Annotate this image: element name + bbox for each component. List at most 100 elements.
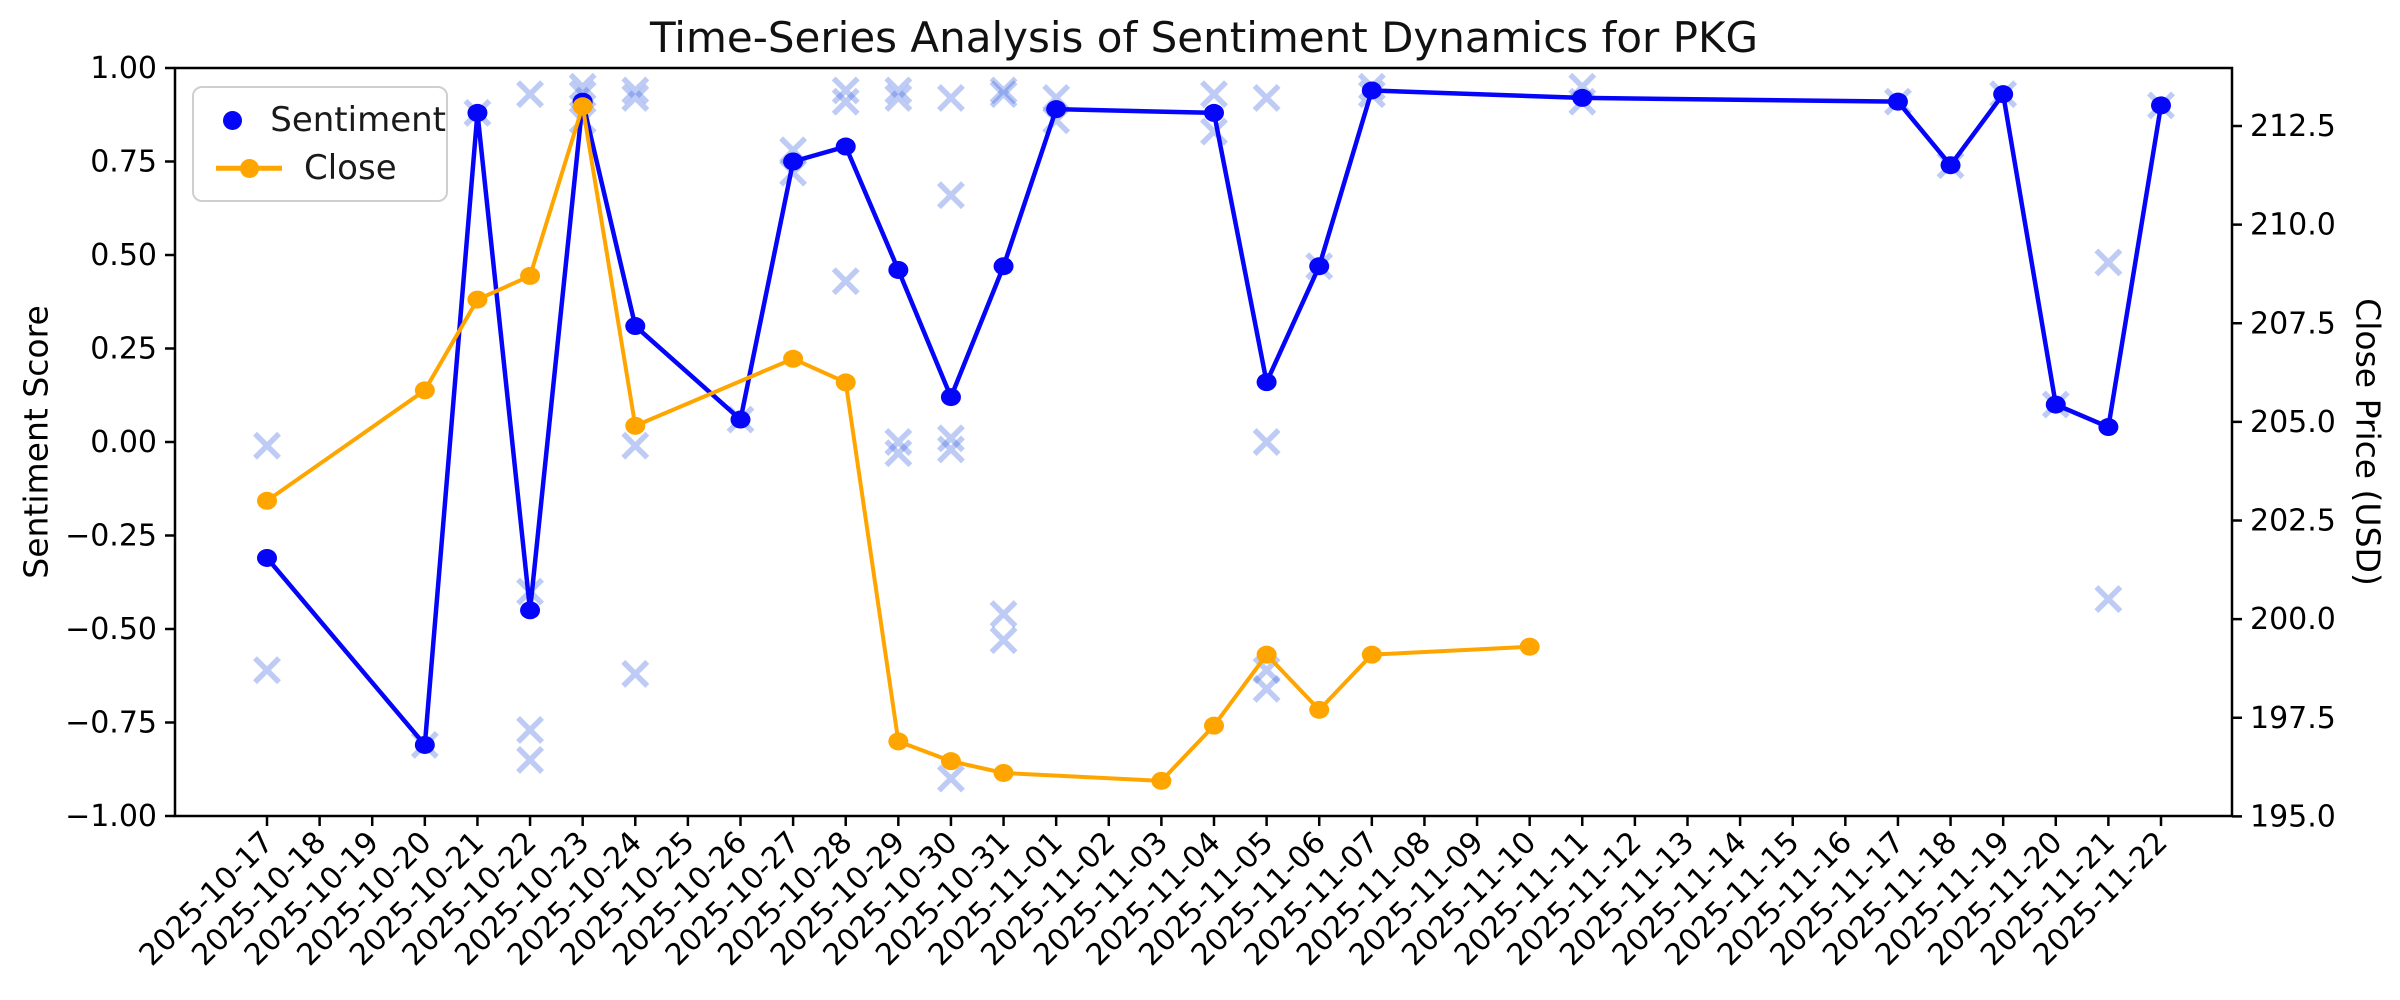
sentiment-point [1203,103,1224,122]
right-tick-label: 210.0 [2250,208,2336,243]
sentiment-point [1256,373,1277,392]
sentiment-point [1309,257,1330,276]
sentiment-marker-icon [194,110,270,130]
left-tick-label: −0.25 [65,519,157,554]
sentiment-point [520,601,541,620]
sentiment-point [1046,100,1067,119]
left-tick-label: 0.25 [90,332,157,367]
sentiment-x-marker [2094,585,2123,614]
sentiment-x-marker [989,600,1018,628]
sentiment-x-marker [936,424,965,453]
legend-label-close: Close [304,148,397,188]
close-point [1361,645,1382,664]
right-tick-label: 195.0 [2250,799,2336,834]
sentiment-x-marker [621,83,650,112]
legend-item-close: Close [194,148,446,188]
left-tick-label: 1.00 [90,51,157,86]
legend-item-sentiment: Sentiment [194,100,446,140]
close-point [467,290,488,309]
left-tick-label: −0.50 [65,612,157,647]
close-point [1203,716,1224,735]
sentiment-line [265,88,2164,751]
sentiment-point [1993,85,2014,104]
right-tick-label: 205.0 [2250,405,2336,440]
legend-label-sentiment: Sentiment [270,100,446,140]
close-point [1309,700,1330,719]
sentiment-x-marker [936,181,965,210]
close-point [1519,637,1540,656]
right-tick-label: 207.5 [2250,306,2336,341]
close-point [1151,771,1172,790]
sentiment-point [2098,418,2119,437]
sentiment-x-marker [936,435,965,464]
sentiment-x-marker [621,431,650,460]
sentiment-point [993,257,1014,276]
sentiment-x-marker [1200,117,1228,146]
sentiment-x-marker [884,439,913,468]
close-point [414,381,435,400]
sentiment-point [467,103,488,122]
sentiment-point [888,260,909,279]
sentiment-x-marker [1252,428,1281,456]
right-tick-label: 197.5 [2250,701,2336,736]
sentiment-point [1940,156,1961,175]
close-point [1256,645,1277,664]
sentiment-x-marker [621,76,650,105]
sentiment-x-marker [516,716,544,744]
right-tick-label: 202.5 [2250,504,2336,539]
sentiment-point [940,388,961,407]
sentiment-x-marker [936,764,965,793]
left-tick-label: −1.00 [65,799,157,834]
right-tick-label: 200.0 [2250,602,2336,637]
sentiment-x-marker [568,72,597,101]
sentiment-x-marker [936,83,965,112]
sentiment-point [257,548,277,567]
close-point [257,491,277,510]
close-point [783,349,804,368]
sentiment-point [414,735,435,754]
sentiment-x-marker [884,83,913,112]
close-marker-icon [194,158,304,178]
sentiment-point [783,152,804,171]
left-tick-label: 0.50 [90,238,157,273]
right-tick-label: 212.5 [2250,109,2336,144]
sentiment-x-marker [831,87,860,116]
sentiment-x-marker [253,431,281,460]
close-point [572,97,593,116]
sentiment-point [1887,92,1908,111]
close-point [520,266,541,285]
sentiment-x-marker [253,656,281,685]
sentiment-x-marker [1200,80,1228,109]
sentiment-x-marker [989,626,1018,655]
close-point [993,763,1014,782]
close-point [888,732,909,751]
sentiment-point [1572,88,1593,107]
sentiment-point [835,137,856,156]
close-point [625,416,646,435]
left-tick-label: −0.75 [65,706,157,741]
sentiment-point [625,317,646,336]
sentiment-x-marker [831,267,860,296]
sentiment-x-marker [621,659,650,688]
sentiment-x-marker [516,80,544,109]
sentiment-x-marker [884,428,913,456]
sentiment-point [1361,81,1382,100]
legend: Sentiment Close [192,86,448,202]
sentiment-x-marker [831,76,860,105]
close-point [940,752,961,771]
chart-title: Time-Series Analysis of Sentiment Dynami… [649,13,1759,62]
left-tick-label: 0.75 [90,145,157,180]
sentiment-x-marker [989,80,1018,109]
sentiment-point [2045,395,2066,414]
sentiment-x-marker [2094,248,2123,277]
sentiment-x-marker [884,76,913,105]
sentiment-point [730,410,751,429]
sentiment-point [2150,96,2171,115]
close-point [835,373,856,392]
sentiment-x-marker [989,76,1018,105]
sentiment-x-marker [1252,674,1281,703]
left-tick-label: 0.00 [90,425,157,460]
sentiment-x-marker [1252,83,1281,112]
